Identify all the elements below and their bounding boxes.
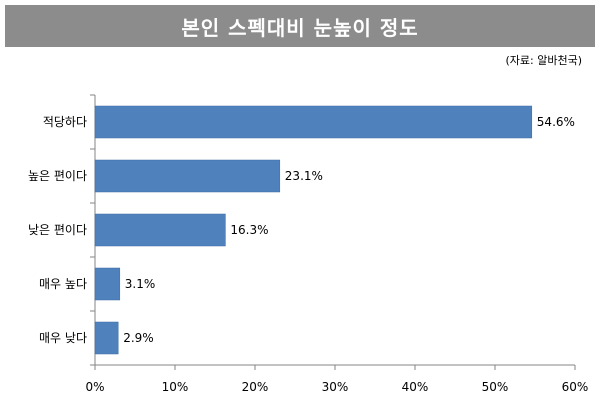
x-tick-label: 50% (482, 380, 509, 394)
chart-title: 본인 스펙대비 눈높이 정도 (181, 15, 419, 40)
category-label: 적당하다 (43, 115, 87, 129)
x-tick-label: 10% (162, 380, 189, 394)
value-label: 23.1% (285, 169, 323, 183)
bar-2 (94, 159, 281, 193)
value-label: 2.9% (123, 331, 154, 345)
category-label: 매우 낮다 (39, 331, 87, 345)
value-label: 3.1% (125, 277, 156, 291)
x-tick-label: 30% (322, 380, 349, 394)
bar-1 (94, 105, 533, 139)
x-tick-label: 60% (562, 380, 589, 394)
bar-4 (94, 267, 121, 301)
x-tick-label: 20% (242, 380, 269, 394)
x-tick-label: 40% (402, 380, 429, 394)
source-note: (자료: 알바천국) (505, 54, 582, 67)
bar-3 (94, 213, 226, 247)
x-tick-label: 0% (85, 380, 104, 394)
value-label: 54.6% (537, 115, 575, 129)
bar-5 (94, 321, 119, 355)
category-label: 높은 편이다 (28, 169, 87, 183)
value-label: 16.3% (230, 223, 268, 237)
category-label: 낮은 편이다 (28, 223, 87, 237)
category-label: 매우 높다 (39, 277, 87, 291)
chart-title-bar: 본인 스펙대비 눈높이 정도 (5, 5, 595, 47)
